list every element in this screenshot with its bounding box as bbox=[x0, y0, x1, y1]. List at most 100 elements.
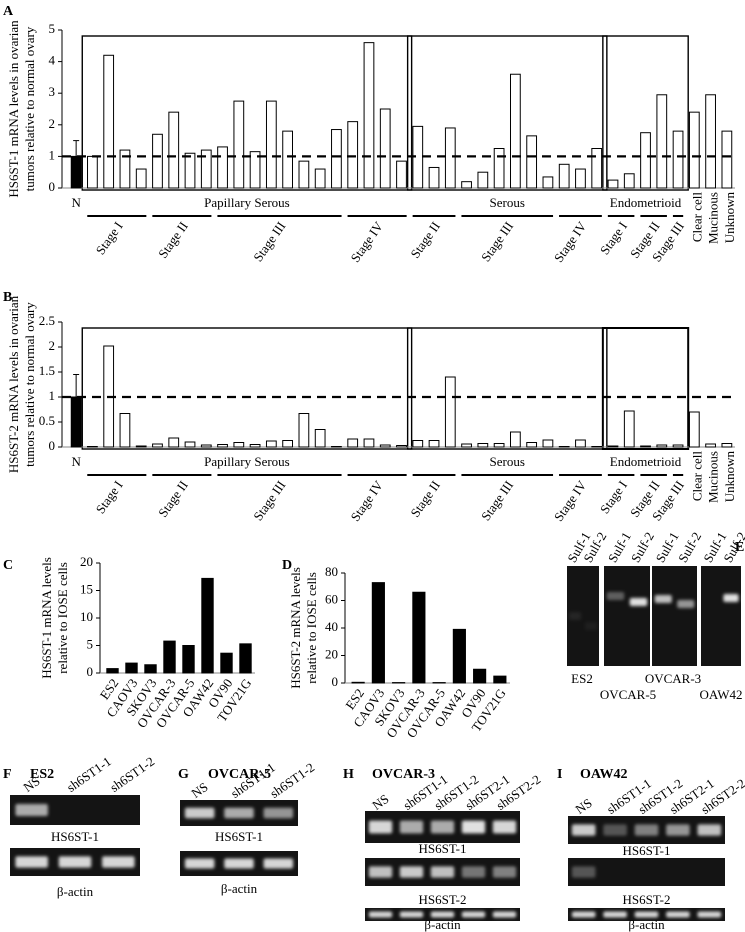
bar bbox=[106, 668, 119, 674]
bar bbox=[428, 440, 440, 448]
group-label: Serous bbox=[490, 454, 525, 469]
group-label: Papillary Serous bbox=[204, 454, 290, 469]
gel-band bbox=[224, 807, 254, 819]
blot-label: HS6ST-1 bbox=[623, 843, 671, 858]
bar bbox=[705, 443, 716, 448]
bar bbox=[249, 444, 261, 448]
group-label: Papillary Serous bbox=[204, 195, 290, 210]
cell-title: OVCAR-3 bbox=[372, 767, 435, 782]
bar bbox=[363, 42, 375, 189]
bar bbox=[721, 130, 733, 189]
x-tick-label: Mucinous bbox=[706, 192, 721, 244]
bar bbox=[452, 628, 466, 684]
gel bbox=[701, 566, 741, 666]
bar bbox=[201, 577, 214, 674]
y-tick-label: 5 bbox=[87, 636, 94, 651]
bar bbox=[412, 440, 424, 448]
blot-label: HS6ST-1 bbox=[419, 841, 467, 856]
bar bbox=[526, 442, 538, 448]
stage-label: Stage II bbox=[155, 219, 191, 261]
bar bbox=[672, 444, 684, 448]
bar bbox=[558, 163, 570, 189]
y-axis-title: HS6ST-2 mRNA levels bbox=[288, 567, 303, 689]
panel-label: D bbox=[282, 558, 292, 573]
bar bbox=[721, 443, 733, 448]
bar bbox=[591, 446, 603, 448]
bar bbox=[623, 173, 635, 189]
y-axis-title: tumors relative to normal ovary bbox=[22, 302, 37, 467]
cell-title: ES2 bbox=[30, 767, 54, 782]
bar bbox=[351, 681, 365, 684]
gel-band bbox=[263, 807, 294, 819]
y-tick-label: 0 bbox=[332, 674, 339, 689]
bar bbox=[607, 445, 619, 448]
bar bbox=[331, 129, 342, 189]
gel-band bbox=[666, 911, 690, 918]
y-tick-label: 20 bbox=[80, 554, 93, 569]
group-label: Endometrioid bbox=[610, 195, 682, 210]
y-tick-label: 1 bbox=[49, 147, 56, 162]
group-box bbox=[601, 327, 690, 450]
gel-band bbox=[15, 856, 48, 868]
cell-title: OVCAR-5 bbox=[208, 767, 271, 782]
lane-label: NS bbox=[188, 779, 210, 801]
bar bbox=[119, 149, 131, 189]
bar bbox=[477, 443, 489, 448]
cell-label: OAW42 bbox=[699, 687, 742, 702]
bar bbox=[298, 413, 310, 448]
group-box bbox=[81, 35, 413, 191]
bar bbox=[461, 443, 472, 448]
y-tick-label: 1 bbox=[49, 388, 56, 403]
bar bbox=[135, 445, 147, 448]
stage-label: Stage III bbox=[250, 478, 288, 524]
stage-label: Stage I bbox=[597, 219, 630, 257]
bar bbox=[688, 411, 700, 448]
x-tick-label: Unknown bbox=[722, 192, 737, 244]
reference-label: N bbox=[71, 454, 81, 469]
stage-label: Stage III bbox=[478, 478, 516, 524]
bar bbox=[444, 376, 456, 448]
cell-title: OAW42 bbox=[580, 767, 627, 782]
panel-label: C bbox=[3, 558, 13, 573]
cell-label: ES2 bbox=[571, 671, 593, 686]
gel-band bbox=[571, 866, 596, 878]
bar bbox=[233, 100, 245, 189]
group-label: Serous bbox=[490, 195, 525, 210]
bar bbox=[656, 94, 668, 189]
blot-label: β-actin bbox=[628, 917, 665, 932]
stage-label: Stage II bbox=[407, 478, 443, 520]
bar bbox=[200, 444, 212, 448]
stage-label: Stage IV bbox=[347, 218, 386, 265]
group-label: Endometrioid bbox=[610, 454, 682, 469]
y-tick-label: 0 bbox=[87, 664, 94, 679]
x-tick-label: Clear cell bbox=[689, 451, 704, 502]
bar bbox=[220, 652, 233, 674]
bar bbox=[347, 438, 359, 448]
panel-label: H bbox=[343, 767, 354, 782]
gel-band bbox=[184, 858, 215, 869]
gel-band bbox=[368, 820, 393, 834]
bar bbox=[347, 121, 359, 189]
bar bbox=[298, 160, 310, 189]
gel-band bbox=[492, 911, 517, 918]
gel-band bbox=[399, 866, 424, 878]
y-tick-label: 3 bbox=[49, 84, 56, 99]
lane-label: sh6ST1-2 bbox=[267, 760, 317, 801]
bar bbox=[493, 675, 507, 684]
y-tick-label: 2.5 bbox=[39, 313, 55, 328]
lane-label: sh6ST1-2 bbox=[107, 754, 157, 795]
bar bbox=[314, 168, 326, 189]
y-tick-label: 2 bbox=[49, 338, 56, 353]
blot-label: HS6ST-2 bbox=[419, 892, 467, 907]
bar bbox=[444, 127, 456, 189]
gel-band bbox=[697, 824, 722, 836]
stage-label: Stage II bbox=[155, 478, 191, 520]
x-tick-label: Mucinous bbox=[706, 451, 721, 503]
y-axis-title: HS6ST-1 mRNA levels bbox=[39, 557, 54, 679]
bar bbox=[282, 440, 294, 448]
group-box bbox=[406, 35, 608, 191]
gel-band bbox=[224, 858, 254, 869]
bar bbox=[672, 130, 684, 189]
bar bbox=[473, 668, 487, 684]
